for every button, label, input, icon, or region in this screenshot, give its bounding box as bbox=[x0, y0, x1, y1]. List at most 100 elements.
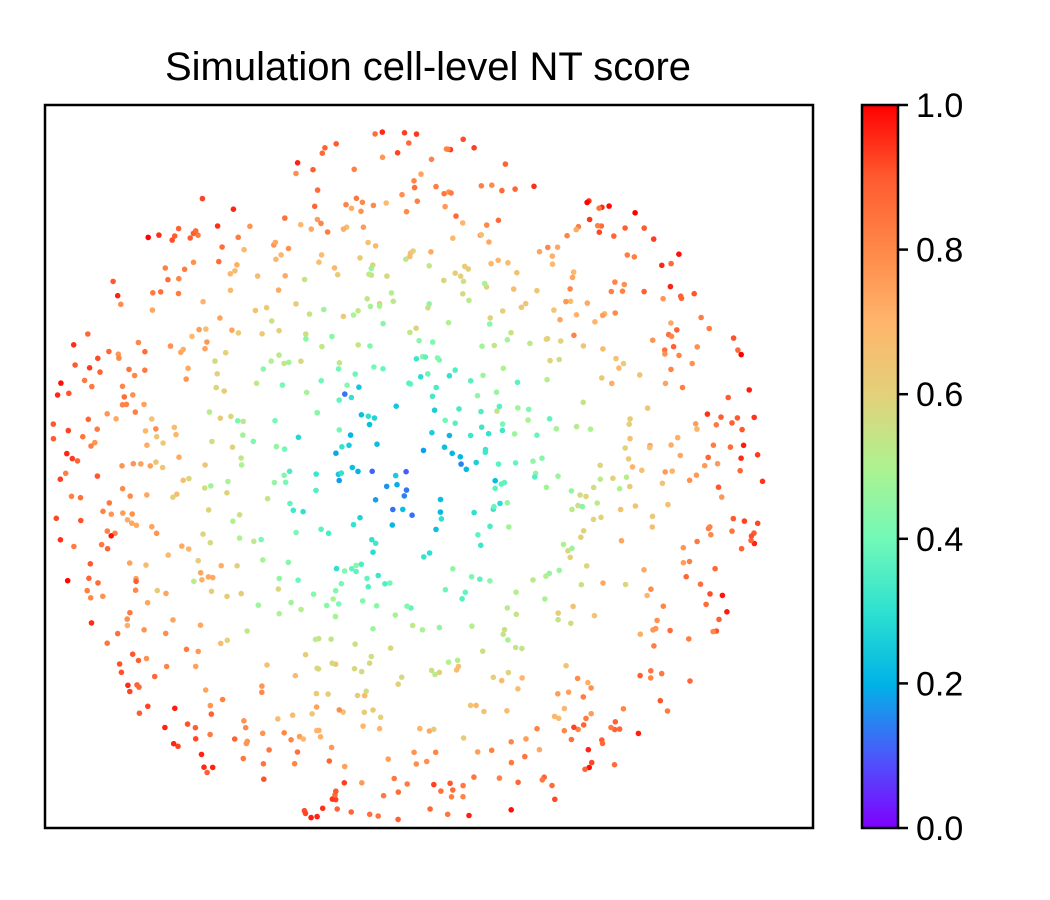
data-point bbox=[433, 384, 440, 391]
data-point bbox=[208, 588, 215, 595]
data-point bbox=[376, 303, 383, 309]
data-point bbox=[579, 503, 586, 510]
data-point bbox=[667, 283, 674, 290]
data-point bbox=[575, 726, 581, 733]
data-point bbox=[499, 308, 506, 314]
data-point bbox=[600, 580, 606, 586]
data-point bbox=[349, 464, 356, 471]
data-point bbox=[382, 581, 388, 587]
data-point bbox=[153, 433, 160, 440]
data-point bbox=[295, 577, 301, 583]
data-point bbox=[119, 463, 125, 469]
data-point bbox=[574, 675, 581, 682]
data-point bbox=[300, 508, 306, 515]
data-point bbox=[599, 375, 605, 381]
data-point bbox=[323, 602, 330, 609]
data-point bbox=[527, 340, 533, 347]
data-point bbox=[488, 260, 494, 267]
data-point bbox=[68, 493, 75, 500]
data-point bbox=[670, 343, 677, 350]
data-point bbox=[436, 624, 443, 631]
data-point bbox=[314, 216, 321, 223]
data-point bbox=[467, 378, 474, 384]
data-point bbox=[411, 178, 417, 184]
data-point bbox=[151, 673, 158, 680]
data-point bbox=[370, 202, 377, 209]
data-point bbox=[693, 472, 700, 479]
data-point bbox=[252, 307, 259, 314]
data-point bbox=[275, 716, 281, 722]
data-point bbox=[686, 477, 693, 484]
data-point bbox=[588, 759, 595, 766]
data-point bbox=[243, 740, 250, 747]
data-point bbox=[418, 171, 424, 177]
data-point bbox=[432, 749, 439, 756]
data-point bbox=[183, 646, 190, 653]
data-point bbox=[554, 244, 561, 250]
data-point bbox=[705, 454, 711, 461]
data-point bbox=[388, 290, 395, 296]
data-point bbox=[371, 364, 377, 370]
colorbar-tick-label: 0.2 bbox=[916, 665, 963, 703]
data-point bbox=[469, 623, 475, 629]
data-point bbox=[106, 348, 112, 355]
data-point bbox=[580, 528, 587, 534]
data-point bbox=[701, 462, 708, 469]
data-point bbox=[618, 537, 625, 544]
data-point bbox=[333, 788, 339, 794]
data-point bbox=[406, 140, 412, 146]
data-point bbox=[679, 384, 686, 391]
data-point bbox=[499, 187, 505, 194]
data-point bbox=[92, 439, 98, 446]
data-point bbox=[185, 365, 191, 372]
data-point bbox=[113, 416, 119, 422]
data-point bbox=[505, 669, 512, 676]
data-point bbox=[627, 416, 633, 422]
data-point bbox=[195, 557, 201, 564]
data-point bbox=[573, 226, 579, 233]
data-point bbox=[429, 429, 435, 436]
data-point bbox=[253, 380, 260, 387]
data-point bbox=[273, 256, 279, 263]
data-point bbox=[222, 349, 229, 356]
data-point bbox=[660, 603, 667, 609]
data-point bbox=[356, 384, 362, 391]
data-point bbox=[586, 764, 592, 771]
data-point bbox=[308, 226, 315, 232]
data-point bbox=[525, 406, 532, 413]
data-point bbox=[719, 592, 726, 599]
data-point bbox=[328, 636, 334, 642]
data-point bbox=[210, 574, 216, 581]
data-point bbox=[85, 416, 92, 423]
data-point bbox=[383, 200, 390, 206]
data-point bbox=[214, 371, 220, 377]
data-point bbox=[692, 421, 699, 427]
data-point bbox=[724, 609, 730, 615]
data-point bbox=[534, 725, 540, 732]
data-point bbox=[426, 263, 433, 269]
data-point bbox=[236, 535, 243, 541]
data-point bbox=[612, 719, 619, 725]
data-point bbox=[192, 228, 199, 234]
data-point bbox=[69, 455, 76, 462]
data-point bbox=[339, 444, 345, 450]
data-point bbox=[389, 522, 396, 528]
data-point bbox=[127, 688, 133, 695]
data-point bbox=[448, 794, 455, 800]
data-point bbox=[519, 645, 525, 652]
data-point bbox=[594, 500, 600, 506]
data-point bbox=[706, 325, 712, 332]
data-point bbox=[580, 399, 586, 406]
data-point bbox=[195, 648, 201, 655]
data-point bbox=[413, 356, 420, 362]
data-point bbox=[347, 432, 354, 438]
data-point bbox=[632, 503, 639, 509]
data-point bbox=[285, 245, 292, 252]
data-point bbox=[325, 691, 331, 697]
data-point bbox=[346, 442, 352, 449]
data-point bbox=[508, 807, 514, 813]
data-point bbox=[438, 788, 444, 794]
data-point bbox=[703, 601, 709, 608]
data-point bbox=[336, 707, 343, 713]
data-point bbox=[127, 609, 133, 616]
